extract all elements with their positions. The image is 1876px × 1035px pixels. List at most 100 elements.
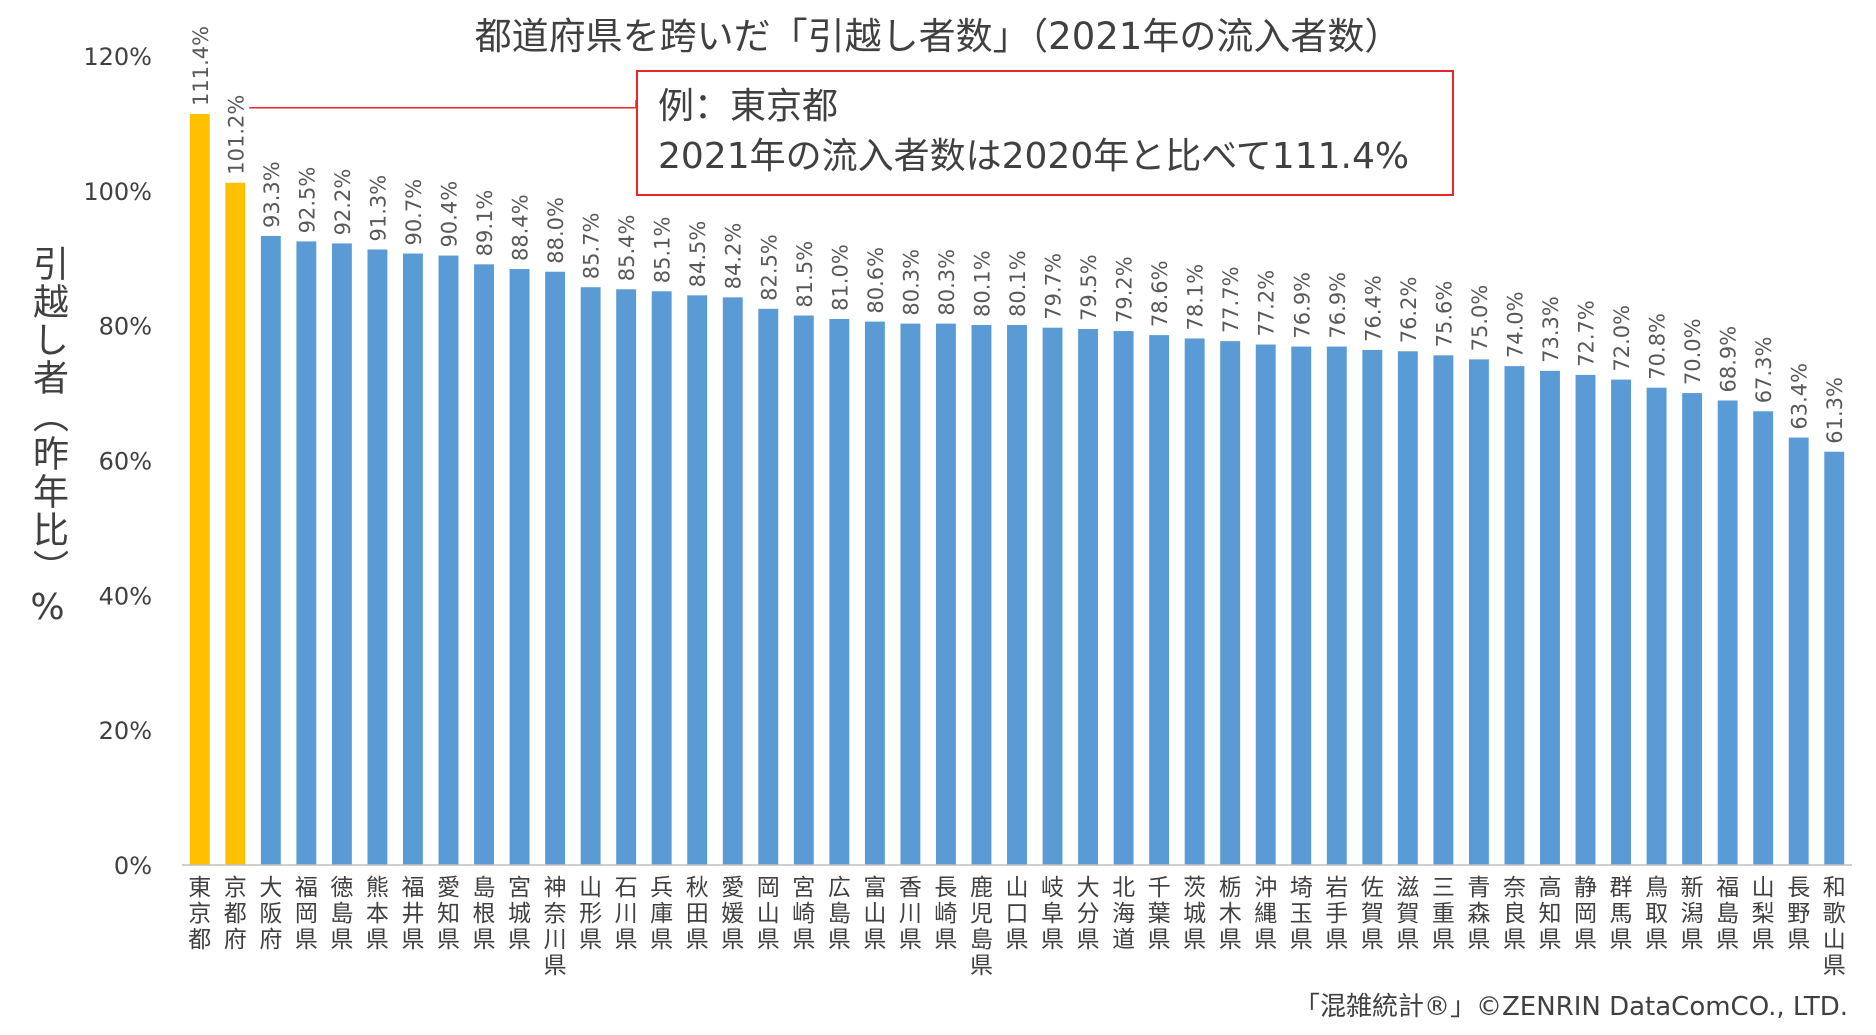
bar-data-label: 77.2% [1255,270,1279,337]
y-tick-label: 20% [99,717,152,745]
x-category-label: 沖縄県 [1254,875,1277,953]
x-category-label: 愛知県 [437,875,460,953]
bar-data-label: 76.2% [1397,277,1421,344]
bar [1717,400,1738,865]
bar [1646,387,1667,865]
bar-data-label: 85.1% [651,217,675,284]
bar [474,264,494,865]
x-category-label: 長崎県 [934,875,957,953]
bar [1788,437,1809,865]
bar-data-label: 80.3% [899,249,923,316]
bar [296,241,317,866]
x-category-label: 石川県 [615,875,638,953]
bar-data-label: 76.9% [1326,272,1350,339]
bar [1291,346,1312,866]
x-category-label: 静岡県 [1574,875,1597,953]
x-category-label: 京都府 [224,875,247,953]
x-category-label: 千葉県 [1148,875,1171,953]
bar-data-label: 101.2% [224,95,248,175]
bar-data-label: 93.3% [260,161,284,228]
bar-data-label: 80.6% [864,247,888,314]
bar [1326,346,1347,866]
bar-data-label: 92.2% [331,169,355,236]
x-category-label: 高知県 [1538,875,1561,953]
x-category-label: 島根県 [473,875,496,953]
bar [1149,335,1170,866]
bar-data-label: 72.7% [1575,300,1599,367]
bar [1042,327,1063,865]
bar-data-label: 78.1% [1184,264,1208,331]
bar [1255,344,1276,865]
x-category-label: 北海道 [1112,875,1135,953]
bar-data-label: 92.5% [295,167,319,234]
x-category-label: 山口県 [1006,875,1029,953]
x-category-label: 富山県 [863,875,886,953]
bar-data-label: 63.4% [1788,363,1812,430]
y-tick-label: 120% [83,43,152,71]
bar [1753,411,1774,865]
bar [1611,379,1631,865]
bar [1397,351,1418,865]
bar [1504,366,1525,865]
bar-data-label: 90.7% [402,179,426,246]
bar [722,297,743,865]
y-axis-label: 引越し者（昨年比）% [27,245,68,630]
bar-data-labels: 111.4% 101.2% 93.3% 92.5% 92.2% 91.3% 90.7% 90.… [189,26,1847,444]
x-category-label: 愛媛県 [721,875,744,953]
bar-data-label: 85.7% [580,213,604,280]
bar-data-label: 76.9% [1290,272,1314,339]
x-category-label: 奈良県 [1503,875,1526,953]
bar-data-label: 75.0% [1468,285,1492,352]
x-category-label: 福井県 [401,875,424,953]
bar [829,318,850,865]
x-category-label: 神奈川県 [544,875,567,979]
bar-data-label: 84.2% [722,223,746,290]
x-category-label: 青森県 [1467,875,1490,953]
x-category-label: 岐阜県 [1041,875,1064,953]
bar [651,291,672,865]
y-tick-label: 60% [99,448,152,476]
x-category-label: 鳥取県 [1645,875,1668,953]
bar-data-label: 89.1% [473,190,497,257]
y-tick-label: 40% [99,582,152,610]
x-category-label: 宮城県 [508,875,531,953]
bar-data-label: 80.1% [970,250,994,317]
bar [580,287,601,866]
bar [1575,374,1596,865]
x-category-label: 宮崎県 [792,875,815,953]
x-category-label: 茨城県 [1183,875,1206,953]
bar [1007,324,1027,865]
bar-data-label: 68.9% [1717,326,1741,393]
bar-data-label: 78.6% [1148,260,1172,327]
x-category-label: 三重県 [1432,875,1455,953]
bar [1362,349,1383,866]
bar-data-label: 67.3% [1752,337,1776,404]
x-category-label: 佐賀県 [1361,875,1384,953]
x-category-label: 大阪府 [259,875,282,953]
x-category-label: 広島県 [828,875,851,953]
y-tick-label: 100% [83,178,152,206]
bar [864,321,885,865]
bar-data-label: 85.4% [615,215,639,282]
x-category-label: 埼玉県 [1290,875,1313,953]
x-category-label: 熊本県 [366,875,389,953]
bar-data-label: 111.4% [189,26,213,106]
bar [189,113,210,865]
bar-data-label: 79.5% [1077,254,1101,321]
x-category-label: 岩手県 [1325,875,1348,953]
x-category-label: 栃木県 [1219,875,1242,953]
chart-title: 都道府県を跨いだ「引越し者数」（2021年の流入者数） [474,15,1402,58]
annotation-line-1: 例：東京都 [658,86,839,127]
bar-data-label: 70.0% [1681,318,1705,385]
x-category-label: 長野県 [1787,875,1810,953]
bars [189,113,1845,866]
bar [1824,451,1845,865]
x-category-label: 山形県 [579,875,602,953]
bar-data-label: 90.4% [437,181,461,248]
bar [935,323,956,865]
bar [403,253,423,866]
bar-data-label: 75.6% [1432,281,1456,348]
bar-data-label: 88.0% [544,197,568,264]
bar-data-label: 74.0% [1503,291,1527,358]
